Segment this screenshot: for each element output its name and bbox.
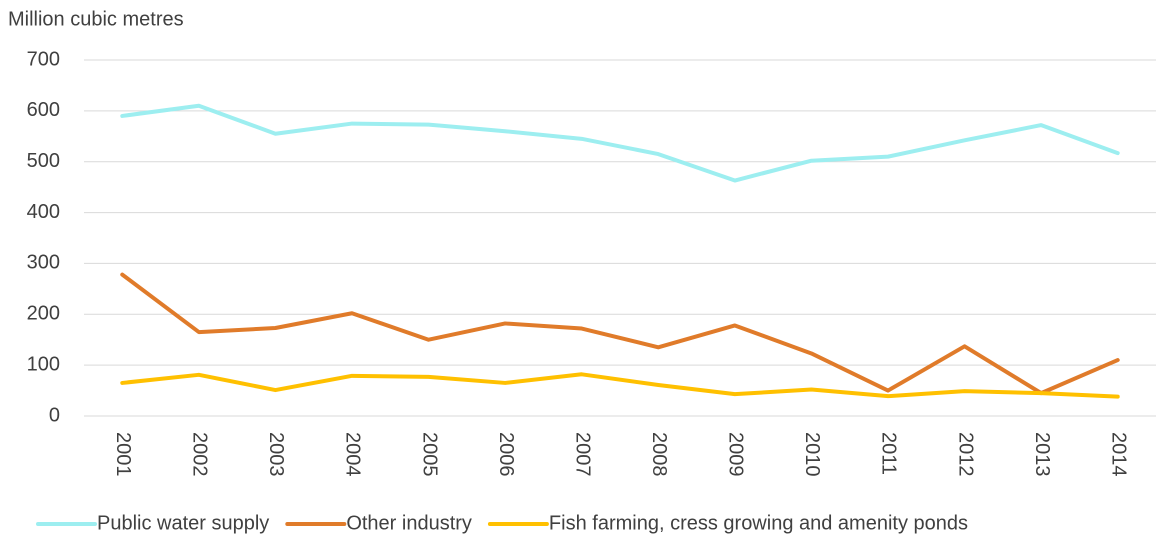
y-tick-label: 300 <box>27 252 60 274</box>
y-tick-label: 100 <box>27 353 60 375</box>
y-tick-label: 0 <box>49 404 60 426</box>
legend-label: Public water supply <box>97 512 269 534</box>
x-tick-label: 2001 <box>112 432 134 477</box>
x-tick-label: 2010 <box>801 432 823 477</box>
x-tick-label: 2005 <box>418 432 440 477</box>
y-tick-label: 500 <box>27 150 60 172</box>
x-tick-label: 2014 <box>1107 432 1129 477</box>
series-line <box>120 103 1120 183</box>
y-tick-label: 400 <box>27 201 60 223</box>
series-line <box>120 372 1120 399</box>
x-tick-label: 2002 <box>189 432 211 477</box>
y-tick-label: 600 <box>27 99 60 121</box>
x-tick-label: 2008 <box>648 432 670 477</box>
legend-label: Fish farming, cress growing and amenity … <box>549 512 968 534</box>
x-tick-label: 2011 <box>878 432 900 475</box>
series-line <box>120 272 1120 396</box>
x-tick-label: 2004 <box>342 432 364 477</box>
x-tick-label: 2012 <box>954 432 976 477</box>
x-tick-label: 2009 <box>725 432 747 477</box>
x-tick-label: 2003 <box>265 432 287 477</box>
y-axis-label: Million cubic metres <box>8 8 184 30</box>
y-tick-label: 200 <box>27 303 60 325</box>
y-tick-label: 700 <box>27 48 60 70</box>
x-tick-label: 2013 <box>1031 432 1053 477</box>
x-tick-label: 2007 <box>571 432 593 477</box>
legend-label: Other industry <box>346 512 472 534</box>
x-tick-label: 2006 <box>495 432 517 476</box>
